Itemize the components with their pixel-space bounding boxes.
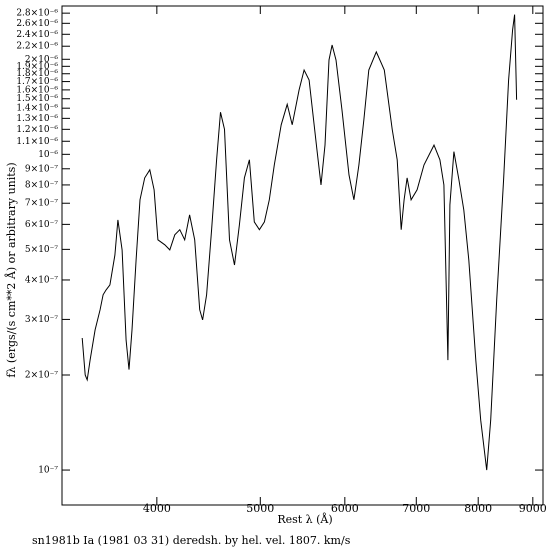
y-tick-label: 1.8×10⁻⁶: [16, 69, 58, 79]
y-tick-label: 1.4×10⁻⁶: [16, 104, 58, 114]
y-tick-label: 1.5×10⁻⁶: [16, 94, 58, 104]
y-tick-label: 3×10⁻⁷: [25, 315, 58, 325]
y-tick-label: 2.2×10⁻⁶: [16, 42, 58, 52]
x-axis-label: Rest λ (Å): [277, 512, 332, 526]
y-tick-label: 2.4×10⁻⁶: [16, 30, 58, 40]
y-tick-label: 1.9×10⁻⁶: [16, 62, 58, 72]
y-tick-label: 10⁻⁶: [38, 150, 58, 160]
y-tick-label: 9×10⁻⁷: [25, 164, 58, 174]
y-tick-label: 8×10⁻⁷: [25, 180, 58, 190]
plot-frame: [61, 5, 544, 506]
y-tick-label: 6×10⁻⁷: [25, 220, 58, 230]
x-tick-label: 8000: [464, 502, 492, 515]
y-tick-label: 2×10⁻⁶: [25, 55, 58, 65]
x-tick-label: 5000: [246, 502, 274, 515]
y-tick-label: 4×10⁻⁷: [25, 275, 58, 285]
y-tick-label: 2.6×10⁻⁶: [16, 19, 58, 29]
y-tick-label: 2.8×10⁻⁶: [16, 9, 58, 19]
y-tick-label: 10⁻⁷: [38, 466, 58, 476]
y-tick-label: 1.1×10⁻⁶: [16, 137, 58, 147]
y-tick-label: 5×10⁻⁷: [25, 245, 58, 255]
x-tick-label: 6000: [331, 502, 359, 515]
caption: sn1981b Ia (1981 03 31) deredsh. by hel.…: [32, 534, 351, 547]
x-tick-label: 9000: [519, 502, 547, 515]
y-tick-label: 7×10⁻⁷: [25, 199, 58, 209]
x-tick-label: 4000: [143, 502, 171, 515]
y-tick-label: 1.7×10⁻⁶: [16, 77, 58, 87]
y-axis-label: fλ (ergs/(s cm**2 Å) or arbitrary units): [4, 162, 18, 377]
y-tick-label: 2×10⁻⁷: [25, 371, 58, 381]
y-tick-label: 1.2×10⁻⁶: [16, 125, 58, 135]
spectrum-line: [81, 14, 518, 471]
x-tick-label: 7000: [402, 502, 430, 515]
y-tick-label: 1.3×10⁻⁶: [16, 114, 58, 124]
y-tick-label: 1.6×10⁻⁶: [16, 85, 58, 95]
